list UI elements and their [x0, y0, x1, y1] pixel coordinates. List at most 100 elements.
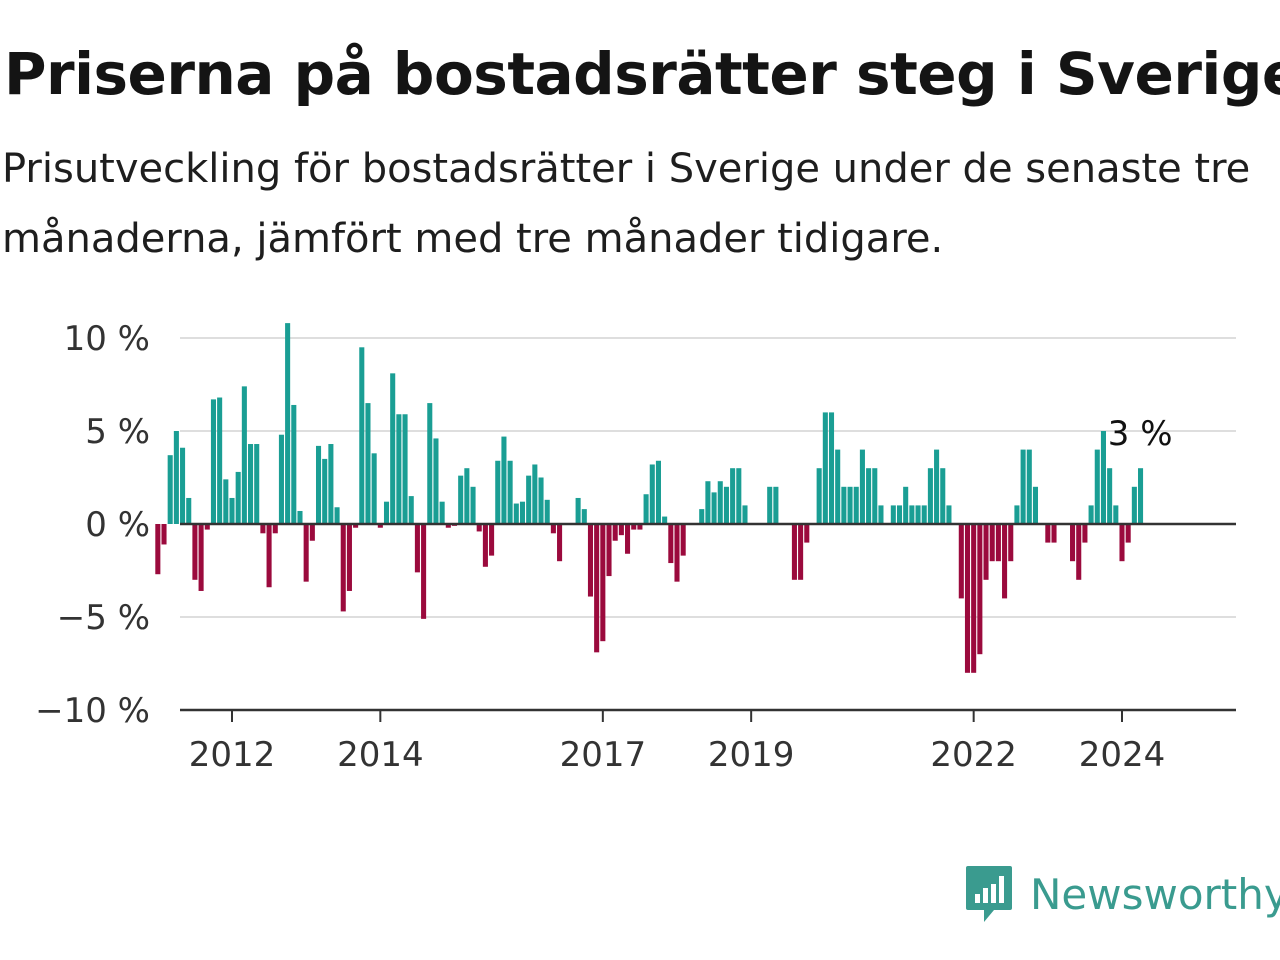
bar [513, 503, 519, 524]
bar [340, 524, 346, 612]
bar [1131, 486, 1137, 524]
bar [711, 492, 717, 524]
y-tick-label: −5 % [57, 598, 150, 638]
bar [408, 496, 414, 524]
bar [315, 445, 322, 524]
bar [983, 524, 989, 580]
bar [192, 524, 198, 580]
bar [334, 507, 340, 524]
bar [828, 412, 835, 524]
bar [896, 505, 903, 524]
bar [235, 471, 241, 524]
bar [204, 524, 210, 530]
bar [550, 524, 556, 534]
bar [433, 438, 439, 524]
bar [1020, 449, 1026, 524]
bar [612, 524, 618, 541]
bars [155, 323, 1144, 673]
bar [1082, 524, 1088, 543]
bar [1125, 524, 1131, 543]
bar [822, 412, 828, 524]
bar [544, 499, 550, 524]
bar [977, 524, 983, 655]
bar [297, 510, 303, 524]
brand-logo: Newsworthy [964, 864, 1280, 924]
y-tick-label: 0 % [85, 505, 150, 545]
bar [241, 386, 247, 524]
chart-title: Priserna på bostadsrätter steg i Sverige [4, 40, 1280, 108]
bar [291, 404, 297, 524]
bar [285, 323, 291, 524]
x-tick-label: 2024 [1079, 735, 1166, 775]
bar [674, 524, 680, 582]
bar [872, 468, 878, 524]
bar [773, 486, 779, 524]
bar [575, 497, 581, 524]
bar [1032, 486, 1039, 524]
bar [489, 524, 495, 556]
bar [390, 373, 396, 524]
bar [1100, 431, 1106, 524]
bar [934, 449, 940, 524]
bar [402, 414, 408, 524]
x-tick-label: 2012 [189, 735, 276, 775]
bar [1008, 524, 1014, 562]
bar [662, 516, 668, 524]
bar [328, 444, 334, 524]
bar [322, 458, 328, 524]
bar [699, 509, 705, 524]
bar [791, 524, 797, 580]
bar [847, 486, 853, 524]
bar [1026, 449, 1032, 524]
bar [649, 464, 655, 524]
bar [909, 505, 915, 524]
bar [470, 486, 476, 524]
bar [668, 524, 674, 564]
bar [229, 497, 235, 524]
bar [890, 505, 896, 524]
bar [946, 505, 952, 524]
bar [625, 524, 631, 554]
bar [507, 460, 513, 524]
x-tick-label: 2014 [337, 735, 424, 775]
x-tick-label: 2017 [560, 735, 647, 775]
bar [1076, 524, 1082, 580]
bar [210, 399, 216, 524]
bar [186, 497, 192, 524]
bar [940, 468, 946, 524]
bar [161, 524, 167, 545]
bar [278, 434, 284, 524]
bar [557, 524, 563, 562]
bar [835, 449, 841, 524]
bar [1002, 524, 1008, 599]
bar [482, 524, 488, 567]
bar [439, 501, 445, 524]
y-tick-label: 10 % [64, 319, 150, 359]
x-tick-label: 2019 [708, 735, 795, 775]
bar [958, 524, 964, 599]
bar [606, 524, 612, 577]
bar [217, 397, 223, 524]
chart-subtitle: Prisutveckling för bostadsrätter i Sveri… [2, 146, 1251, 262]
bar [260, 524, 266, 534]
bar [414, 524, 420, 573]
bar [427, 403, 433, 524]
bar [915, 505, 921, 524]
bar [167, 455, 173, 524]
bar [618, 524, 624, 536]
bar [1045, 524, 1051, 543]
bar [248, 444, 254, 524]
bar [1094, 449, 1100, 524]
bar [365, 403, 371, 524]
bar [180, 447, 186, 524]
bar [816, 468, 822, 524]
bar [655, 460, 661, 524]
bar [173, 431, 179, 524]
bar [346, 524, 352, 591]
bar [1119, 524, 1125, 562]
axes [180, 522, 1236, 722]
brand-name: Newsworthy [1030, 869, 1280, 919]
tick-labels: 10 % 5 % 0 % −5 % −10 % 2012 2014 2017 2019 2022 2… [35, 319, 1172, 775]
bar [989, 524, 995, 562]
bar [1138, 468, 1144, 524]
